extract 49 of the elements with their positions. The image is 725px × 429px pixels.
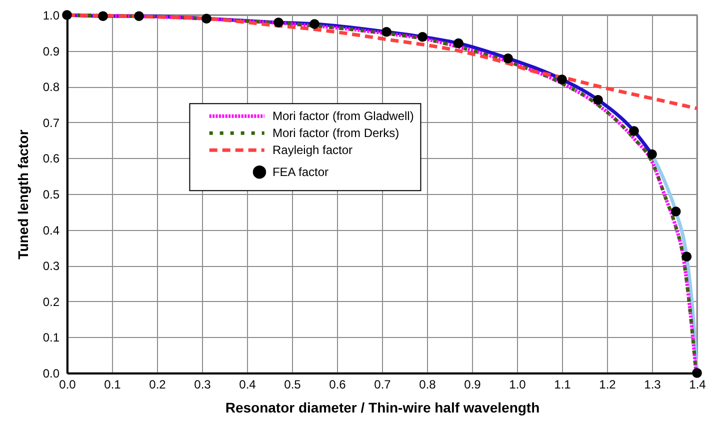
legend-label: Rayleigh factor (272, 143, 353, 158)
x-tick-label: 0.3 (194, 378, 212, 392)
x-tick-label: 0.7 (374, 378, 392, 392)
x-tick-label: 0.4 (239, 378, 256, 392)
x-tick-label: 1.4 (689, 378, 706, 392)
x-tick-label: 1.2 (599, 378, 616, 392)
y-tick-label: 0.6 (42, 152, 60, 166)
x-axis-title: Resonator diameter / Thin-wire half wavelength (225, 400, 540, 416)
point (98, 11, 108, 21)
point (418, 32, 428, 42)
y-tick-label: 0.9 (42, 44, 60, 58)
point (593, 94, 603, 105)
point (692, 368, 702, 378)
x-tick-label: 0.1 (104, 378, 122, 392)
y-tick-label: 1.0 (42, 8, 60, 22)
x-tick-label: 0.5 (284, 378, 302, 392)
point (382, 26, 392, 37)
x-tick-label: 1.3 (644, 378, 662, 392)
legend-label: Mori factor (from Derks) (272, 126, 400, 140)
x-tick-label: 0.9 (464, 378, 482, 392)
y-axis-title: Tuned length factor (14, 129, 31, 260)
x-tick-label: 0.0 (59, 378, 76, 392)
y-tick-label: 0.4 (42, 223, 60, 238)
y-tick-label: 0.7 (42, 116, 60, 130)
x-tick-label: 0.8 (419, 378, 436, 392)
x-tick-label: 0.6 (329, 378, 346, 392)
y-tick-label: 0.1 (42, 330, 60, 345)
legend-label: FEA factor (272, 165, 329, 180)
x-tick-label: 1.0 (509, 378, 526, 392)
point (274, 18, 284, 28)
point (62, 10, 72, 20)
point (647, 149, 657, 160)
point (629, 126, 639, 136)
y-tick-label: 0.2 (42, 294, 60, 309)
point (682, 252, 692, 262)
y-tick-label: 0.0 (42, 366, 60, 380)
y-tick-label: 0.3 (42, 259, 60, 274)
legend-label: Mori factor (from Gladwell) (272, 109, 414, 124)
point (557, 74, 567, 84)
point (310, 19, 320, 29)
point (503, 53, 513, 64)
x-tick-label: 0.2 (149, 378, 166, 392)
point (134, 11, 144, 21)
x-tick-label: 1.1 (554, 378, 572, 392)
point (670, 206, 681, 216)
y-tick-label: 0.8 (42, 80, 60, 94)
point (454, 38, 464, 48)
y-tick-label: 0.5 (42, 188, 60, 202)
point (202, 14, 212, 24)
